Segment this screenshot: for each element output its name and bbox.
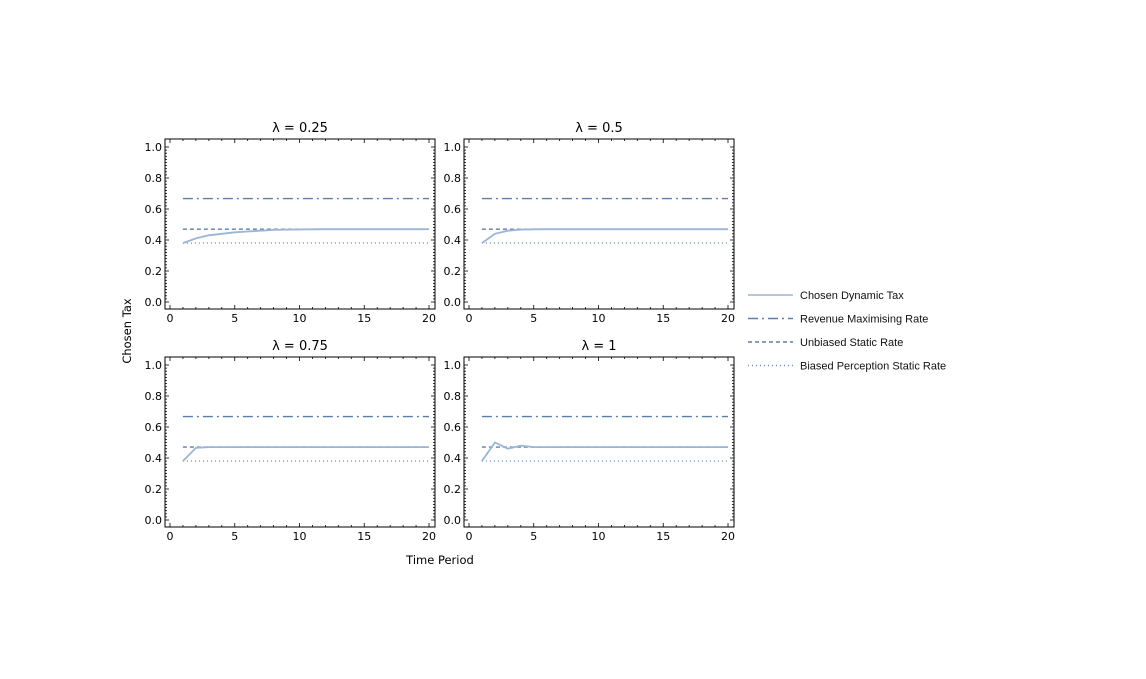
x-tick-label: 10 xyxy=(592,530,606,543)
x-tick-label: 5 xyxy=(231,312,238,325)
y-axis-label: Chosen Tax xyxy=(120,298,134,364)
y-tick-label: 1.0 xyxy=(444,141,462,154)
panel-2: λ = 0.5 0 5 10 15 20 0.0 0.2 0.4 0.6 0.8 1.0 xyxy=(444,121,736,325)
series-line-chosen-dynamic-tax xyxy=(481,228,728,244)
y-tick-label: 0.0 xyxy=(145,296,163,309)
x-tick-label: 20 xyxy=(721,312,735,325)
x-tick-label: 10 xyxy=(293,530,307,543)
y-tick-label: 1.0 xyxy=(444,359,462,372)
y-tick-label: 0.0 xyxy=(444,296,462,309)
x-tick-label: 20 xyxy=(422,312,436,325)
x-tick-label: 0 xyxy=(167,312,174,325)
plot-frame xyxy=(463,138,735,310)
x-tick-label: 15 xyxy=(656,530,670,543)
x-tick-label: 20 xyxy=(721,530,735,543)
panel-title: λ = 0.75 xyxy=(272,339,328,354)
plot-frame xyxy=(164,138,436,310)
y-tick-label: 1.0 xyxy=(145,359,163,372)
legend-label: Unbiased Static Rate xyxy=(800,337,903,349)
plot-frame xyxy=(463,356,735,528)
x-tick-label: 0 xyxy=(466,530,473,543)
x-tick-label: 15 xyxy=(656,312,670,325)
plot-frame xyxy=(164,356,436,528)
x-tick-label: 5 xyxy=(530,530,537,543)
x-tick-label: 5 xyxy=(530,312,537,325)
y-tick-label: 0.6 xyxy=(444,203,462,216)
legend-label: Biased Perception Static Rate xyxy=(800,361,946,373)
panel-title: λ = 0.25 xyxy=(272,121,328,136)
y-tick-label: 0.2 xyxy=(145,483,163,496)
x-tick-label: 15 xyxy=(357,530,371,543)
panel-3: λ = 0.75 0 5 10 15 20 0.0 0.2 0.4 0.6 0.8 1.0 xyxy=(145,339,437,543)
x-axis-label: Time Period xyxy=(405,553,474,567)
x-tick-label: 15 xyxy=(357,312,371,325)
panel-4: λ = 1 0 5 10 15 20 0.0 0.2 0.4 0.6 0.8 1.0 xyxy=(444,339,736,543)
y-tick-label: 0.2 xyxy=(444,483,462,496)
x-tick-label: 20 xyxy=(422,530,436,543)
y-tick-label: 0.8 xyxy=(145,172,163,185)
x-tick-label: 10 xyxy=(592,312,606,325)
y-tick-label: 0.2 xyxy=(145,265,163,278)
y-tick-label: 0.8 xyxy=(145,390,163,403)
y-tick-label: 0.0 xyxy=(444,514,462,527)
x-tick-label: 0 xyxy=(466,312,473,325)
y-tick-label: 0.4 xyxy=(145,452,163,465)
x-tick-label: 0 xyxy=(167,530,174,543)
y-tick-label: 0.8 xyxy=(444,390,462,403)
series-line-chosen-dynamic-tax xyxy=(182,446,429,462)
y-tick-label: 0.6 xyxy=(145,421,163,434)
panel-title: λ = 1 xyxy=(581,339,616,354)
panels-group: λ = 0.250 5 10 15 200.00.20.40.60.81.0λ = 0.… xyxy=(145,121,736,543)
series-line-chosen-dynamic-tax xyxy=(182,228,429,244)
y-tick-label: 1.0 xyxy=(145,141,163,154)
legend-label: Revenue Maximising Rate xyxy=(800,314,928,326)
y-tick-label: 0.2 xyxy=(444,265,462,278)
x-tick-label: 5 xyxy=(231,530,238,543)
legend-label: Chosen Dynamic Tax xyxy=(800,290,904,302)
y-tick-label: 0.0 xyxy=(145,514,163,527)
y-tick-label: 0.4 xyxy=(444,234,462,247)
y-tick-label: 0.8 xyxy=(444,172,462,185)
y-tick-label: 0.6 xyxy=(444,421,462,434)
y-tick-label: 0.4 xyxy=(444,452,462,465)
panel-1: λ = 0.25 0 5 10 15 20 0.0 0.2 0.4 0.6 0.8 1.0 xyxy=(145,121,437,325)
panel-title: λ = 0.5 xyxy=(575,121,623,136)
y-tick-label: 0.6 xyxy=(145,203,163,216)
x-tick-label: 10 xyxy=(293,312,307,325)
legend: Chosen Dynamic Tax Revenue Maximising Rat… xyxy=(748,290,946,373)
series-line-chosen-dynamic-tax xyxy=(481,441,728,462)
y-tick-label: 0.4 xyxy=(145,234,163,247)
